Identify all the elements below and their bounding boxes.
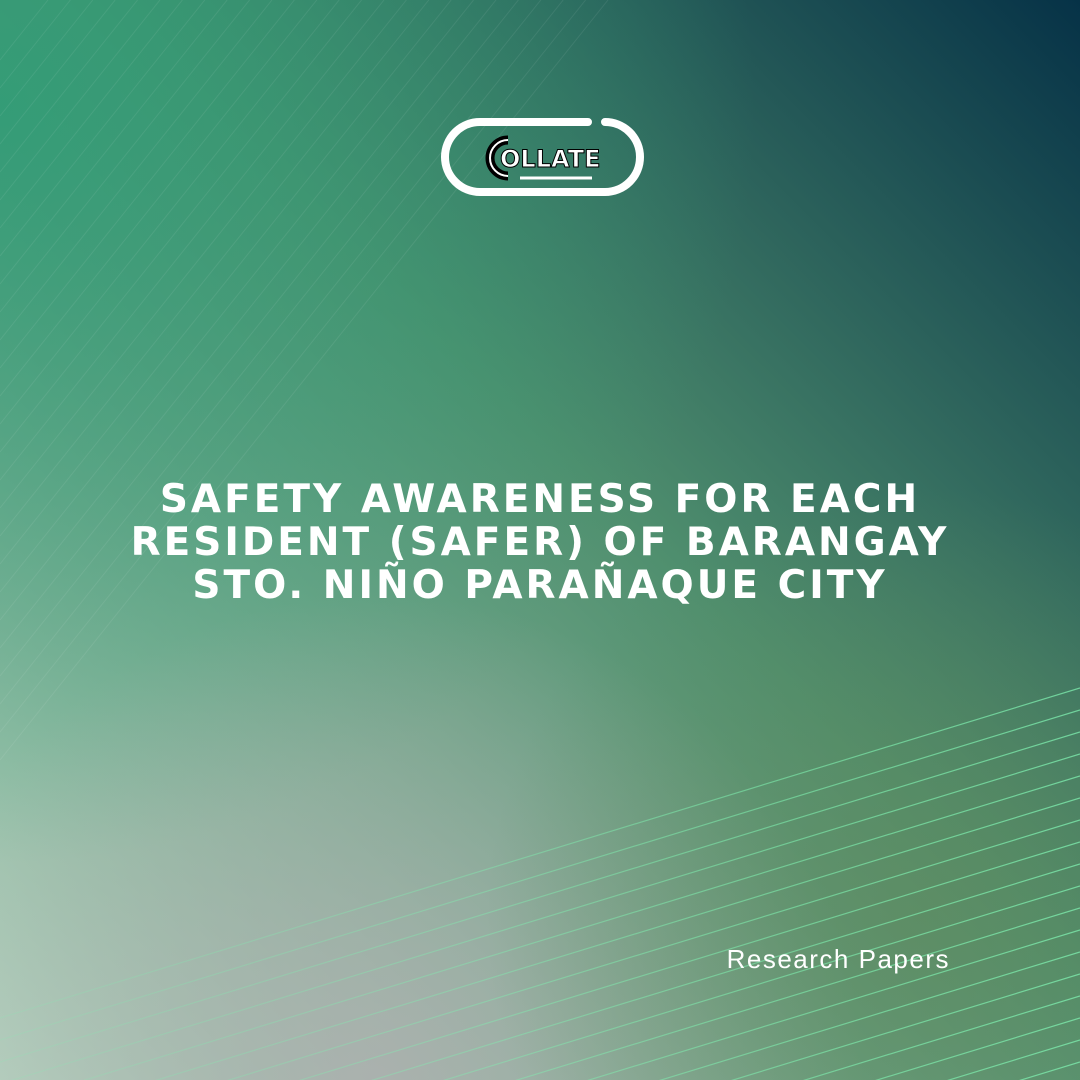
decor-line <box>0 0 250 313</box>
logo-text: OLLATE <box>500 145 600 173</box>
title-line: STO. NIÑO PARAÑAQUE CITY <box>192 561 887 608</box>
decor-line <box>11 753 1080 1080</box>
decor-line <box>0 0 497 621</box>
decor-line <box>0 0 362 453</box>
decor-line <box>0 0 430 537</box>
decor-line <box>0 0 116 145</box>
decor-line <box>0 0 474 593</box>
decor-line <box>0 0 71 89</box>
decor-line <box>0 0 340 425</box>
decor-line <box>0 687 1080 1019</box>
decor-line <box>83 775 1080 1080</box>
decor-line <box>587 929 1080 1080</box>
decor-line <box>0 0 407 509</box>
footer-label: Research Papers <box>727 944 950 974</box>
logo-outline <box>441 118 644 196</box>
decor-line <box>803 995 1080 1080</box>
decor-line <box>0 0 49 61</box>
decor-line <box>875 1017 1080 1080</box>
decor-line <box>371 863 1080 1080</box>
decor-line <box>0 0 519 649</box>
decor-line <box>299 841 1080 1080</box>
title-line: RESIDENT (SAFER) OF BARANGAY <box>131 520 950 565</box>
decor-line <box>659 951 1080 1080</box>
decor-line <box>0 0 228 285</box>
decor-line <box>0 0 385 481</box>
decor-line <box>0 0 452 565</box>
decor-line <box>0 0 206 257</box>
decor-line <box>0 0 273 341</box>
decor-line <box>155 797 1080 1080</box>
decor-line <box>0 0 564 705</box>
decor-line <box>0 0 138 173</box>
decor-line <box>443 885 1080 1080</box>
decor-line <box>227 819 1080 1080</box>
decor-lines <box>0 0 609 761</box>
decor-lines <box>0 687 1080 1080</box>
decor-line <box>0 709 1080 1041</box>
decor-line <box>0 0 295 369</box>
decor-line <box>731 973 1080 1080</box>
decor-line <box>0 0 542 677</box>
decor-line <box>0 0 161 201</box>
decor-line <box>0 0 94 117</box>
title-line: SAFETY AWARENESS FOR EACH <box>160 477 920 522</box>
decor-line <box>0 0 183 229</box>
decor-line <box>0 0 318 397</box>
decor-line <box>0 731 1080 1063</box>
decor-line <box>515 907 1080 1080</box>
decor-line <box>0 0 609 761</box>
logo: OLLATE <box>441 118 644 196</box>
logo-c <box>489 139 509 177</box>
